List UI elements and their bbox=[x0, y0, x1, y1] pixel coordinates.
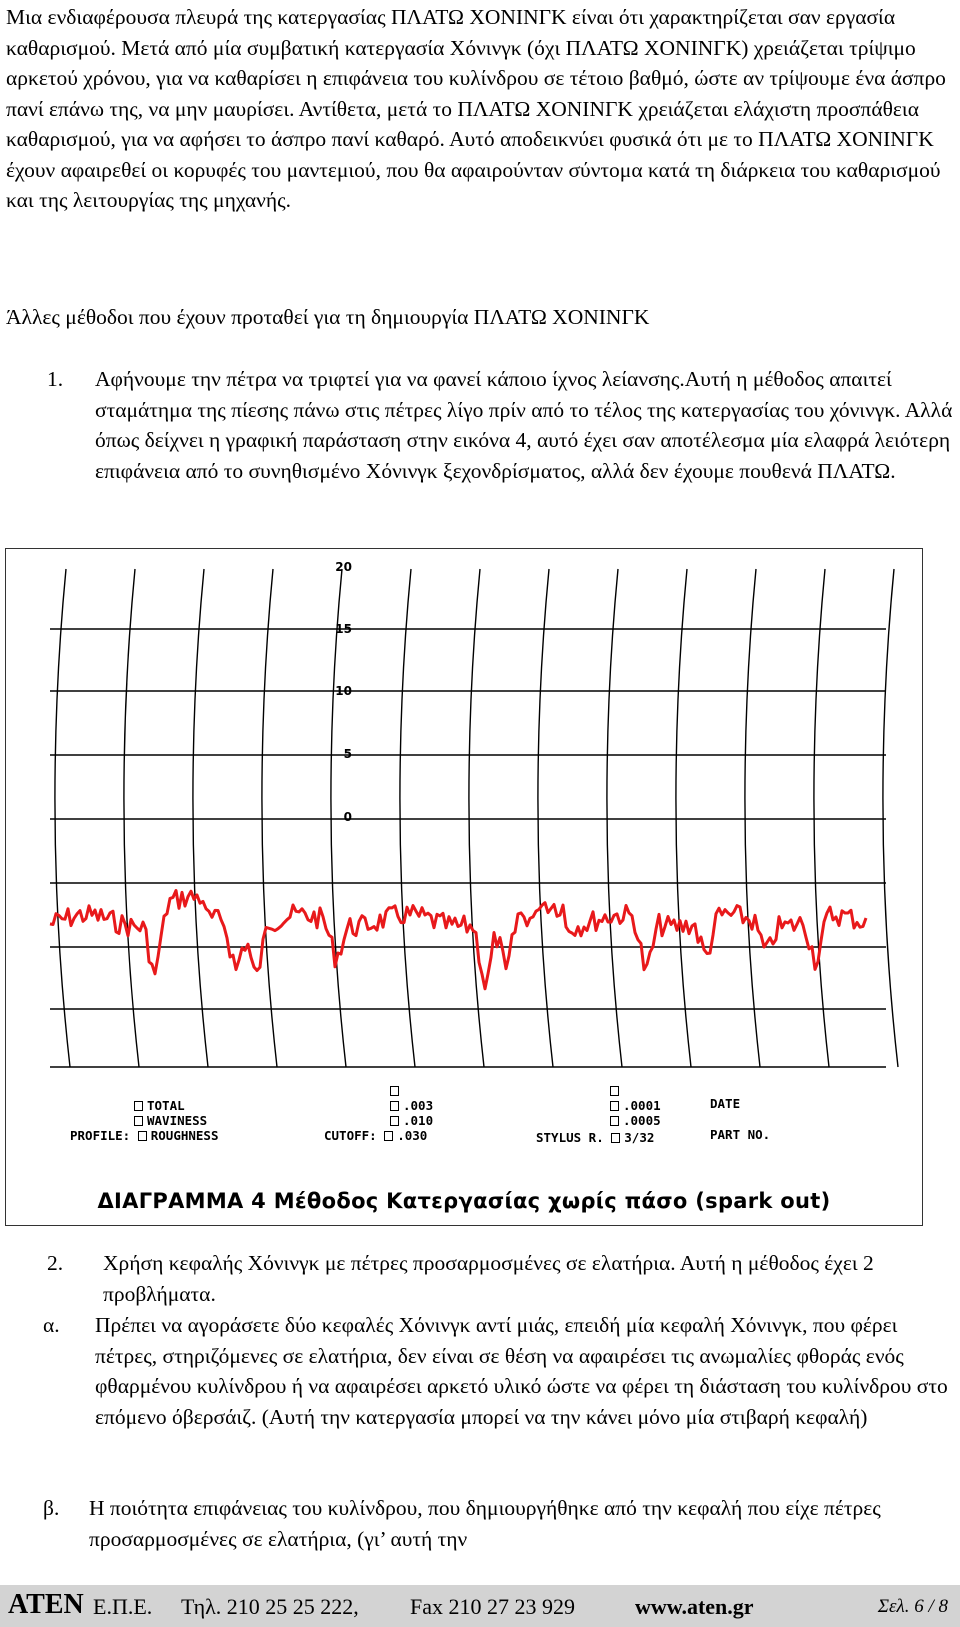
grid-line bbox=[54, 568, 71, 1068]
grid-line bbox=[537, 568, 554, 1068]
grid-line bbox=[882, 568, 899, 1068]
company-type: Ε.Π.Ε. bbox=[93, 1594, 153, 1619]
checkbox-icon[interactable] bbox=[610, 1101, 619, 1111]
checkbox-icon[interactable] bbox=[390, 1086, 399, 1096]
grid-line bbox=[675, 568, 692, 1068]
list-item-text: Χρήση κεφαλής Χόνινγκ με πέτρες προσαρμο… bbox=[103, 1251, 874, 1306]
checkbox-icon[interactable] bbox=[390, 1116, 399, 1126]
scale-label: 10 bbox=[335, 684, 352, 698]
grid-line bbox=[744, 568, 761, 1068]
scale-label: 15 bbox=[335, 622, 352, 636]
company-logo: ATEN bbox=[8, 1589, 84, 1620]
list-item-number: α. bbox=[43, 1313, 60, 1337]
list-item-text: Αφήνουμε την πέτρα να τριφτεί για να φαν… bbox=[95, 367, 953, 483]
list-item-text: Πρέπει να αγοράσετε δύο κεφαλές Χόνινγκ … bbox=[95, 1313, 948, 1429]
stylus-label: STYLUS R. bbox=[536, 1130, 604, 1145]
fax-number: Fax 210 27 23 929 bbox=[410, 1594, 575, 1619]
phone-number: Τηλ. 210 25 25 222, bbox=[181, 1594, 359, 1619]
grid-line bbox=[330, 568, 347, 1068]
checkbox-icon[interactable] bbox=[134, 1116, 143, 1126]
profilometer-chart: 20 15 10 5 0 bbox=[49, 560, 899, 1068]
grid-line bbox=[468, 568, 485, 1068]
figure-caption: ΔΙΑΓΡΑΜΜΑ 4 Μέθοδος Κατεργασίας χωρίς πά… bbox=[97, 1189, 831, 1213]
checkbox-icon[interactable] bbox=[137, 1131, 147, 1141]
grid-line bbox=[399, 568, 416, 1068]
page-footer: ATEN Ε.Π.Ε. Τηλ. 210 25 25 222, Fax 210 … bbox=[0, 1585, 960, 1627]
scale-label: 0 bbox=[344, 810, 352, 824]
profile-label: PROFILE: bbox=[70, 1128, 131, 1143]
scale-label: 20 bbox=[335, 560, 352, 574]
grid-line bbox=[192, 568, 209, 1068]
roughness-trace bbox=[49, 889, 868, 991]
checkbox-icon[interactable] bbox=[384, 1131, 394, 1141]
page-number: Σελ. 6 / 8 bbox=[877, 1596, 948, 1617]
list-item-number: 2. bbox=[47, 1251, 64, 1275]
date-label: DATE bbox=[710, 1096, 741, 1111]
chart-grid bbox=[50, 568, 899, 1068]
checkbox-icon[interactable] bbox=[611, 1133, 621, 1143]
checkbox-icon[interactable] bbox=[390, 1101, 399, 1111]
intro-paragraph: Μια ενδιαφέρουσα πλευρά της κατεργασίας … bbox=[6, 5, 946, 212]
scale-label: 5 bbox=[344, 747, 352, 761]
checkbox-icon[interactable] bbox=[610, 1116, 619, 1126]
checkbox-icon[interactable] bbox=[134, 1101, 143, 1111]
chart-scale: 20 15 10 5 0 bbox=[335, 560, 352, 824]
methods-heading: Άλλες μέθοδοι που έχουν προταθεί για τη … bbox=[6, 305, 650, 329]
profile-chart-figure: 20 15 10 5 0 TOTAL WAVINESS PROFILE: ROUGHNE… bbox=[5, 548, 923, 1226]
grid-line bbox=[261, 568, 278, 1068]
checkbox-icon[interactable] bbox=[610, 1086, 619, 1096]
cutoff-label: CUTOFF: bbox=[324, 1128, 377, 1143]
grid-line bbox=[606, 568, 623, 1068]
part-number-label: PART NO. bbox=[710, 1127, 771, 1142]
grid-line bbox=[813, 568, 830, 1068]
list-item-number: 1. bbox=[47, 367, 64, 391]
list-item-text: Η ποιότητα επιφάνειας του κυλίνδρου, που… bbox=[89, 1496, 881, 1551]
list-item-number: β. bbox=[43, 1496, 60, 1520]
grid-line bbox=[123, 568, 140, 1068]
website-link[interactable]: www.aten.gr bbox=[635, 1594, 754, 1619]
